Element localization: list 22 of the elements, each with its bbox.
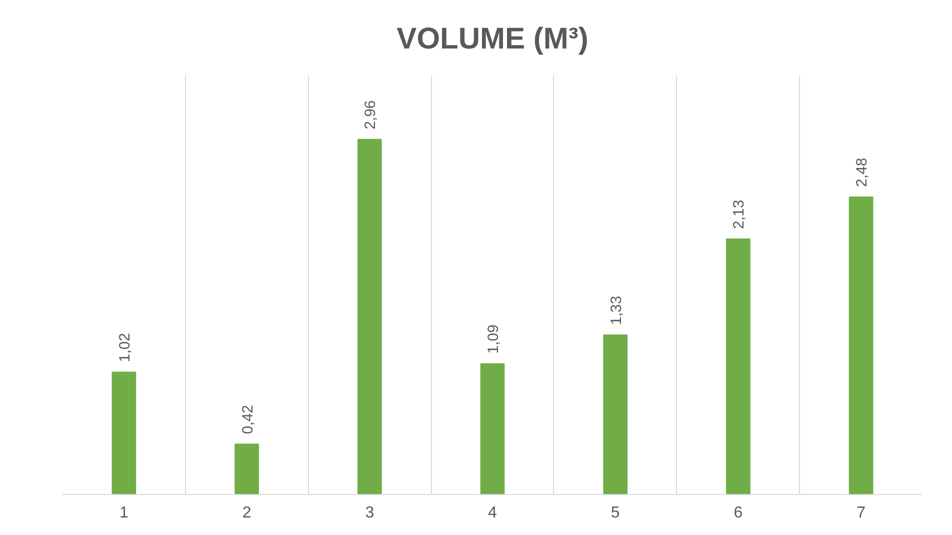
bar <box>234 444 259 494</box>
bar <box>726 238 750 494</box>
bar <box>480 363 505 494</box>
bar <box>603 334 628 494</box>
x-tick-label: 2 <box>242 504 252 522</box>
data-label: 1,33 <box>608 296 625 325</box>
data-label: 2,48 <box>854 158 871 187</box>
x-tick-label: 1 <box>119 504 128 522</box>
bar <box>848 196 874 494</box>
data-label: 2,13 <box>730 200 748 229</box>
data-label: 0,42 <box>239 404 256 434</box>
data-label: 1,02 <box>116 332 134 362</box>
data-label: 2,96 <box>362 100 380 130</box>
x-tick-label: 3 <box>365 504 374 522</box>
bar <box>112 372 136 494</box>
bar <box>357 138 382 494</box>
x-tick-label: 4 <box>488 504 498 522</box>
data-label: 1,09 <box>485 324 502 354</box>
chart-title: VOLUME (M³) <box>396 22 588 56</box>
x-tick-label: 5 <box>610 504 620 522</box>
x-tick-label: 6 <box>734 504 743 522</box>
x-tick-label: 7 <box>856 504 866 522</box>
